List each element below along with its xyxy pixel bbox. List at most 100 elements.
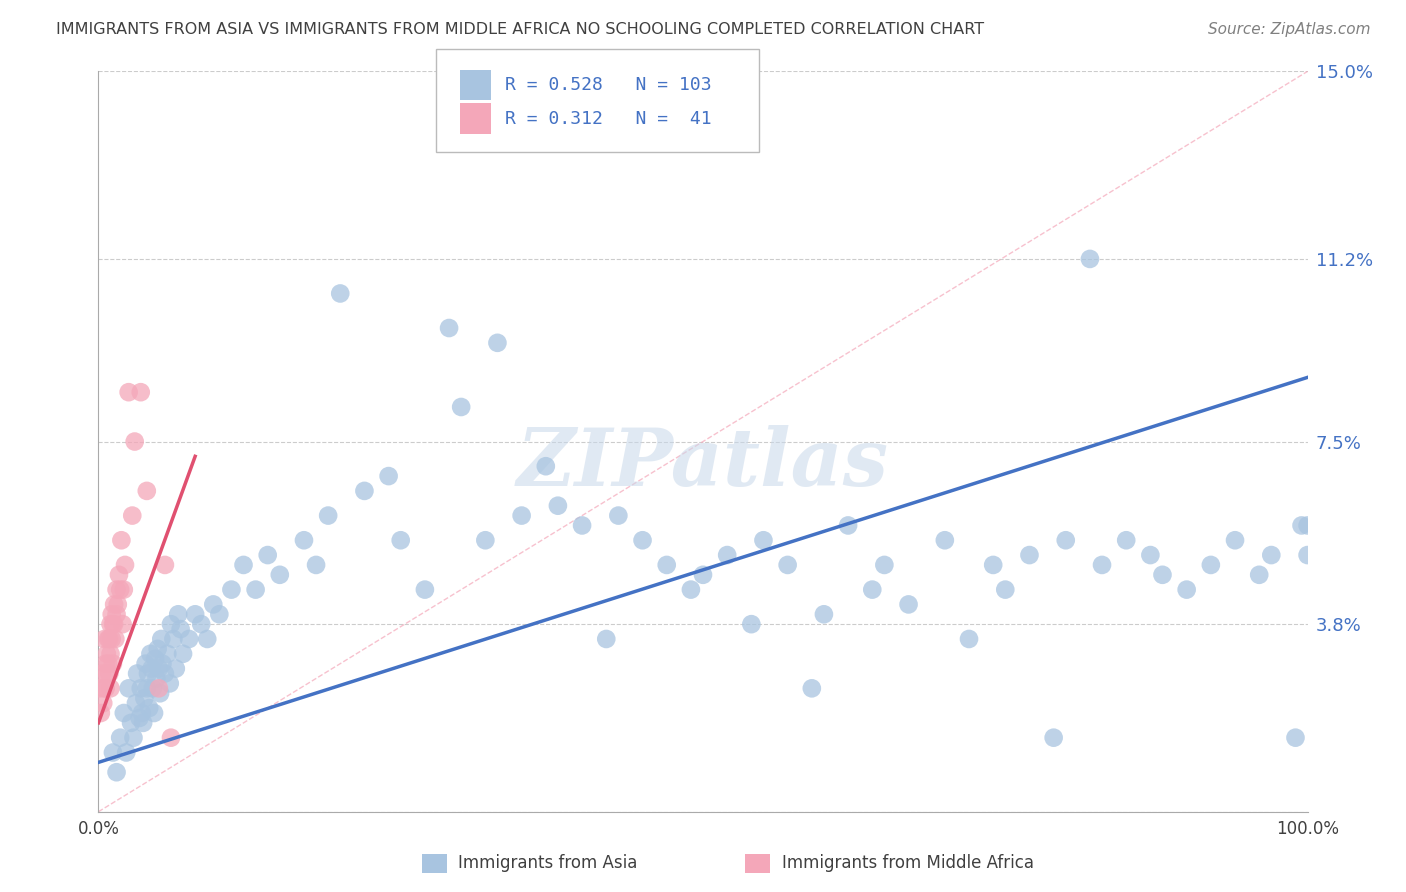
Point [110, 533, 132, 548]
Point [128, 711, 150, 725]
Point [143, 651, 166, 665]
Point [679, 582, 702, 597]
Point [776, 558, 799, 572]
Point [655, 558, 678, 572]
Point [245, 582, 267, 597]
Point [873, 558, 896, 572]
Point [1199, 558, 1222, 572]
Point [100, 681, 122, 696]
Point [221, 582, 243, 597]
Point [800, 681, 823, 696]
Text: Immigrants from Asia: Immigrants from Asia [458, 855, 638, 872]
Point [134, 691, 156, 706]
Point [115, 746, 138, 760]
Point [100, 617, 122, 632]
Point [752, 533, 775, 548]
Point [1296, 548, 1319, 562]
Point [141, 662, 163, 676]
Point [389, 533, 412, 548]
Point [100, 632, 122, 646]
Point [353, 483, 375, 498]
Point [103, 598, 125, 612]
Point [118, 681, 141, 696]
Point [120, 715, 142, 730]
Text: R = 0.312   N =  41: R = 0.312 N = 41 [505, 110, 711, 128]
Point [1223, 533, 1246, 548]
Text: R = 0.528   N = 103: R = 0.528 N = 103 [505, 76, 711, 94]
Point [172, 647, 194, 661]
Point [132, 715, 155, 730]
Point [100, 607, 122, 622]
Point [104, 632, 127, 646]
Point [169, 622, 191, 636]
Point [138, 701, 160, 715]
Point [329, 286, 352, 301]
Point [256, 548, 278, 562]
Point [607, 508, 630, 523]
Point [112, 582, 135, 597]
Point [1260, 548, 1282, 562]
Point [142, 681, 165, 696]
Point [124, 434, 146, 449]
Point [148, 662, 170, 676]
Point [450, 400, 472, 414]
Point [232, 558, 254, 572]
Point [692, 567, 714, 582]
Point [101, 657, 124, 671]
Point [316, 508, 339, 523]
Point [547, 499, 569, 513]
Point [305, 558, 328, 572]
Point [631, 533, 654, 548]
Point [934, 533, 956, 548]
Point [108, 731, 131, 745]
Point [1018, 548, 1040, 562]
Point [740, 617, 762, 632]
Point [1284, 731, 1306, 745]
Point [837, 518, 859, 533]
Point [127, 666, 149, 681]
Point [153, 558, 176, 572]
Point [534, 459, 557, 474]
Point [486, 335, 509, 350]
Point [91, 666, 114, 681]
Point [136, 666, 159, 681]
Point [96, 666, 118, 681]
Point [105, 607, 128, 622]
Point [190, 617, 212, 632]
Point [135, 681, 157, 696]
Point [112, 706, 135, 720]
Point [94, 681, 117, 696]
Point [139, 647, 162, 661]
Point [152, 657, 174, 671]
Point [145, 672, 167, 686]
Point [184, 607, 207, 622]
Point [292, 533, 315, 548]
Point [149, 686, 172, 700]
Point [89, 681, 111, 696]
Point [97, 657, 120, 671]
Point [208, 607, 231, 622]
Point [101, 746, 124, 760]
Point [98, 632, 121, 646]
Point [156, 647, 179, 661]
Point [1296, 518, 1319, 533]
Point [162, 632, 184, 646]
Point [111, 617, 134, 632]
Point [135, 657, 157, 671]
Point [813, 607, 835, 622]
Point [108, 567, 131, 582]
Point [1291, 518, 1313, 533]
Point [167, 607, 190, 622]
Point [1078, 252, 1101, 266]
Point [1139, 548, 1161, 562]
Point [148, 681, 170, 696]
Point [510, 508, 533, 523]
Point [129, 681, 152, 696]
Point [129, 385, 152, 400]
Point [1042, 731, 1064, 745]
Point [269, 567, 291, 582]
Text: Source: ZipAtlas.com: Source: ZipAtlas.com [1208, 22, 1371, 37]
Point [150, 632, 173, 646]
Point [100, 647, 122, 661]
Point [93, 681, 115, 696]
